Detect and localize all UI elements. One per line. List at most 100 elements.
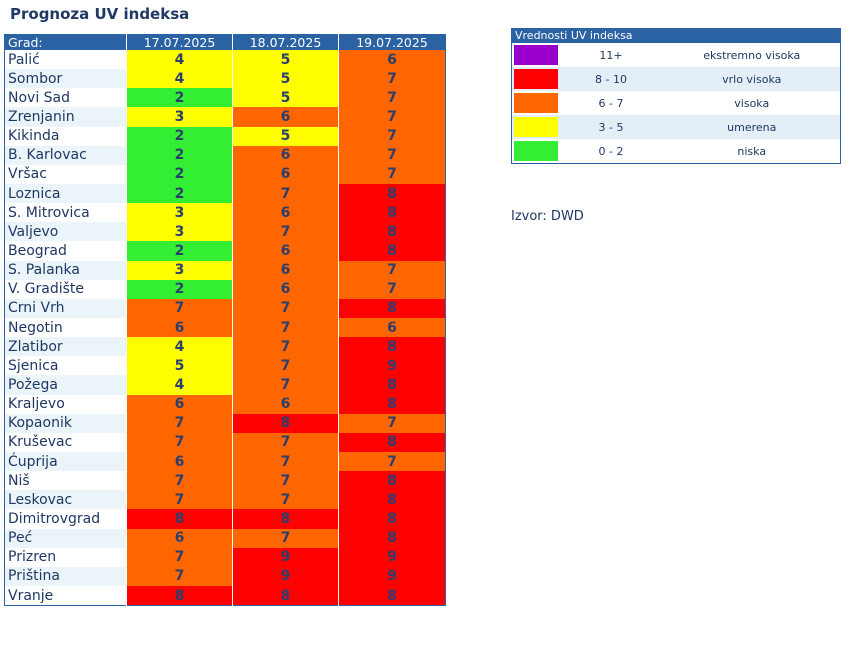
legend-label: ekstremno visoka: [703, 48, 801, 62]
uv-value-day-1: 5: [126, 356, 233, 376]
table-row: Prizren 7 9 9: [4, 547, 446, 567]
page-title: Prognoza UV indeksa: [10, 5, 190, 23]
legend-range: 3 - 5: [558, 115, 664, 139]
table-row: V. Gradište 2 6 7: [4, 279, 446, 299]
uv-value-day-2: 9: [232, 547, 339, 567]
legend-range: 6 - 7: [598, 96, 624, 110]
table-row: Novi Sad 2 5 7: [4, 88, 446, 108]
uv-value-day-1: 7: [126, 298, 233, 318]
uv-value-day-1: 2: [126, 164, 233, 184]
legend-label: umerena: [664, 115, 840, 139]
uv-value-day-2: 7: [232, 337, 339, 357]
uv-value-day-2: 6: [232, 241, 339, 261]
table-row: Kopaonik 7 8 7: [4, 413, 446, 433]
table-row: Priština 7 9 9: [4, 566, 446, 586]
uv-value-day-2: 8: [232, 585, 339, 606]
legend-swatch-cell: [511, 67, 558, 91]
uv-value-day-1: 7: [126, 566, 233, 586]
uv-value-day-1: 3: [126, 260, 233, 280]
uv-value-day-3: 8: [338, 203, 446, 223]
table-row: Palić 4 5 6: [4, 50, 446, 70]
legend-swatch-cell: [512, 91, 558, 115]
header-date-2: 18.07.2025: [232, 34, 339, 50]
legend-label: vrlo visoka: [664, 67, 840, 91]
uv-value-day-1: 4: [126, 375, 233, 395]
legend-color-swatch: [514, 117, 558, 137]
uv-legend: Vrednosti UV indeksa 11+ ekstremno visoka…: [511, 28, 841, 164]
legend-row: 0 - 2 niska: [512, 139, 841, 164]
city-name: Sombor: [4, 69, 127, 89]
table-row: Zlatibor 4 7 8: [4, 337, 446, 357]
uv-value-day-1: 7: [126, 432, 233, 452]
legend-label: niska: [737, 144, 767, 158]
legend-body: 11+ ekstremno visoka 8 - 10 vrlo visoka 6 - …: [511, 43, 841, 164]
legend-range: 11+: [599, 48, 623, 62]
uv-value-day-2: 7: [232, 432, 339, 452]
city-name: S. Mitrovica: [4, 203, 127, 223]
uv-value-day-1: 2: [126, 88, 233, 108]
legend-color-swatch: [514, 93, 558, 113]
uv-value-day-1: 6: [126, 317, 233, 338]
city-name: V. Gradište: [4, 279, 127, 299]
uv-value-day-1: 7: [126, 413, 233, 433]
uv-value-day-1: 7: [126, 471, 233, 491]
city-name: Palić: [4, 50, 127, 70]
uv-value-day-2: 9: [232, 566, 339, 586]
city-name: Peć: [4, 528, 127, 548]
uv-value-day-2: 8: [232, 413, 339, 433]
uv-value-day-3: 8: [338, 337, 446, 357]
header-date-1: 17.07.2025: [126, 34, 233, 50]
city-name: B. Karlovac: [4, 145, 127, 165]
uv-value-day-2: 6: [232, 145, 339, 165]
uv-value-day-3: 8: [338, 394, 446, 414]
city-name: Crni Vrh: [4, 298, 127, 318]
uv-value-day-3: 7: [338, 126, 446, 146]
uv-value-day-2: 8: [232, 509, 339, 529]
legend-range: 8 - 10: [558, 67, 664, 91]
table-row: Sombor 4 5 7: [4, 69, 446, 89]
source-note: Izvor: DWD: [511, 209, 584, 224]
legend-swatch-cell: [512, 139, 558, 164]
table-row: Beograd 2 6 8: [4, 241, 446, 261]
city-name: Vršac: [4, 164, 127, 184]
legend-swatch-cell: [511, 115, 558, 139]
uv-value-day-1: 2: [126, 145, 233, 165]
table-row: Leskovac 7 7 8: [4, 490, 446, 510]
uv-value-day-2: 7: [232, 528, 339, 548]
uv-value-day-2: 6: [232, 279, 339, 299]
table-row: Sjenica 5 7 9: [4, 356, 446, 376]
uv-value-day-2: 5: [232, 50, 339, 70]
uv-value-day-2: 6: [232, 107, 339, 127]
uv-value-day-3: 7: [338, 69, 446, 89]
uv-value-day-3: 8: [338, 375, 446, 395]
legend-color-swatch: [514, 141, 558, 161]
city-name: Leskovac: [4, 490, 127, 510]
uv-value-day-3: 9: [338, 566, 446, 586]
table-row: Vršac 2 6 7: [4, 164, 446, 184]
table-row: S. Palanka 3 6 7: [4, 260, 446, 280]
legend-label: visoka: [734, 96, 770, 110]
uv-value-day-3: 8: [338, 471, 446, 491]
table-row: Niš 7 7 8: [4, 471, 446, 491]
uv-value-day-2: 7: [232, 356, 339, 376]
uv-value-day-3: 7: [338, 279, 446, 299]
uv-value-day-1: 2: [126, 241, 233, 261]
legend-row: 8 - 10 vrlo visoka: [511, 67, 840, 91]
uv-value-day-3: 7: [338, 164, 446, 184]
uv-value-day-1: 7: [126, 490, 233, 510]
uv-value-day-1: 7: [126, 547, 233, 567]
uv-value-day-2: 7: [232, 183, 339, 204]
city-name: Niš: [4, 471, 127, 491]
table-row: Vranje 8 8 8: [4, 585, 446, 606]
uv-value-day-1: 3: [126, 203, 233, 223]
uv-value-day-3: 7: [338, 107, 446, 127]
table-row: Zrenjanin 3 6 7: [4, 107, 446, 127]
uv-value-day-1: 6: [126, 528, 233, 548]
uv-value-day-2: 6: [232, 164, 339, 184]
city-name: Ćuprija: [4, 451, 127, 472]
legend-row: 11+ ekstremno visoka: [512, 43, 841, 67]
uv-value-day-2: 7: [232, 298, 339, 318]
uv-value-day-1: 6: [126, 451, 233, 472]
uv-value-day-3: 8: [338, 432, 446, 452]
uv-value-day-3: 7: [338, 260, 446, 280]
